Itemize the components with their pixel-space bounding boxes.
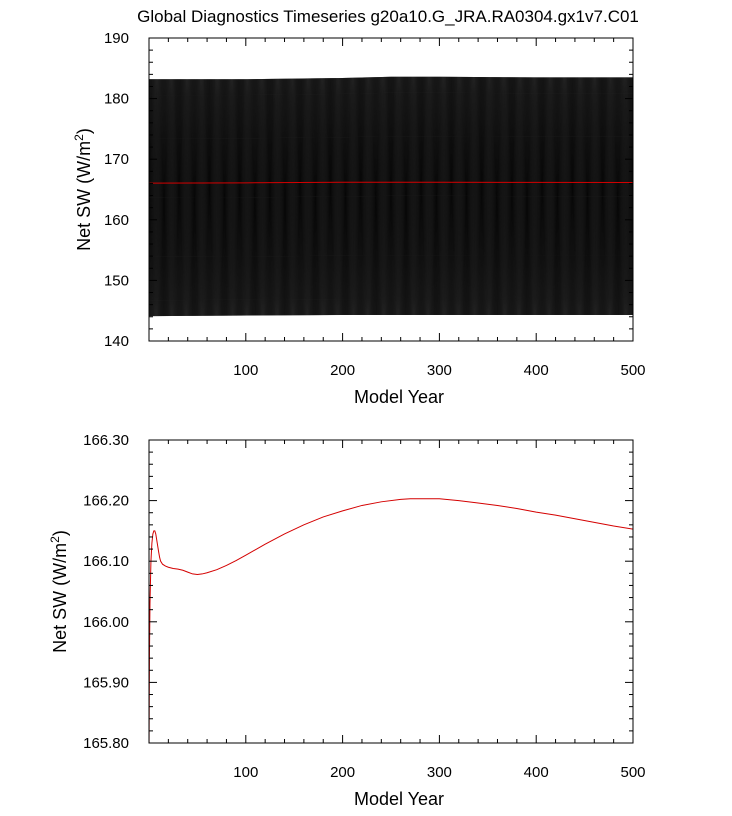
- x-tick-label: 500: [620, 362, 645, 379]
- y-axis-label: Net SW (W/m2): [72, 128, 94, 251]
- x-tick-label: 100: [233, 764, 258, 781]
- bottom-panel: 100 200 300 400 500 165.80 165.90 166.00 166.10 1…: [48, 432, 646, 809]
- x-tick-label: 400: [524, 764, 549, 781]
- plot-frame: [148, 37, 634, 342]
- plot-frame: [148, 439, 634, 744]
- y-tick-label: 140: [104, 333, 129, 350]
- y-tick-label: 166.00: [83, 614, 129, 631]
- y-axis-label: Net SW (W/m2): [48, 530, 70, 653]
- x-tick-label: 400: [524, 362, 549, 379]
- y-tick-label: 166.30: [83, 432, 129, 449]
- x-tick-label: 300: [427, 362, 452, 379]
- x-tick-label: 300: [427, 764, 452, 781]
- plot-area: [149, 76, 633, 317]
- x-tick-label: 200: [330, 362, 355, 379]
- x-tick-label: 200: [330, 764, 355, 781]
- y-tick-label: 165.80: [83, 735, 129, 752]
- seasonal-series-line: [149, 76, 633, 317]
- annual-mean-line: [149, 498, 633, 743]
- x-axis-label: Model Year: [354, 387, 444, 407]
- plot-area: [149, 498, 633, 743]
- annual-mean-line: [149, 181, 633, 184]
- x-tick-label: 100: [233, 362, 258, 379]
- y-tick-label: 180: [104, 91, 129, 108]
- y-tick-label: 150: [104, 272, 129, 289]
- y-tick-label: 160: [104, 212, 129, 229]
- y-tick-label: 166.20: [83, 493, 129, 510]
- y-tick-label: 190: [104, 30, 129, 47]
- top-panel: 100 200 300 400 500 140 150 160 170 180 190 Model Y…: [72, 30, 646, 407]
- y-tick-label: 165.90: [83, 674, 129, 691]
- x-axis-label: Model Year: [354, 789, 444, 809]
- y-tick-label: 170: [104, 151, 129, 168]
- x-tick-label: 500: [620, 764, 645, 781]
- y-tick-label: 166.10: [83, 553, 129, 570]
- chart-title: Global Diagnostics Timeseries g20a10.G_J…: [137, 7, 639, 26]
